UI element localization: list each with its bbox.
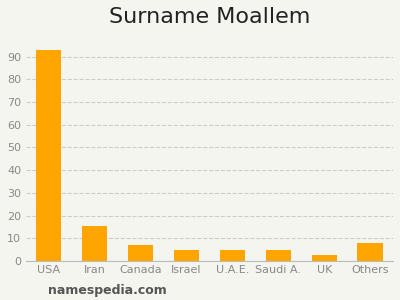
Text: namespedia.com: namespedia.com bbox=[48, 284, 167, 297]
Bar bbox=[312, 255, 337, 261]
Bar bbox=[174, 250, 199, 261]
Bar bbox=[128, 245, 153, 261]
Bar bbox=[82, 226, 107, 261]
Bar bbox=[266, 250, 291, 261]
Bar bbox=[220, 250, 245, 261]
Bar bbox=[36, 50, 62, 261]
Title: Surname Moallem: Surname Moallem bbox=[109, 7, 310, 27]
Bar bbox=[358, 243, 383, 261]
